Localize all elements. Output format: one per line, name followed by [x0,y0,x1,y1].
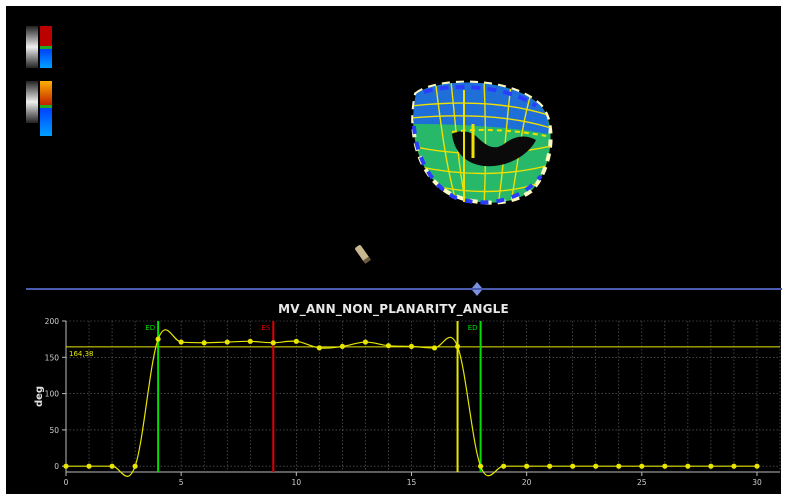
x-tick-label: 30 [752,478,762,487]
data-point [662,463,668,469]
data-point [408,343,415,350]
data-point [63,463,69,469]
reference-line-label: 164,38 [69,350,94,358]
color-scale-legend-top [26,26,52,68]
data-point [477,463,484,469]
resize-handle-icon[interactable] [472,282,482,296]
data-point [362,339,369,345]
data-point [431,345,438,351]
chart-title: MV_ANN_NON_PLANARITY_ANGLE [278,302,509,316]
data-point [501,463,507,469]
valve-mesh-surface[interactable] [411,80,553,206]
data-point [754,463,760,469]
data-point [593,463,599,469]
data-point [731,463,737,469]
phase-marker-label: ED [145,324,155,332]
data-point [616,463,622,469]
data-point [316,345,322,351]
probe-icon [355,245,372,264]
data-point [547,463,553,469]
data-point [247,338,253,344]
panel-divider[interactable] [26,288,782,290]
x-tick-label: 5 [179,478,184,487]
data-point [270,340,276,346]
3d-scene [26,26,553,264]
x-tick-label: 20 [522,478,532,487]
data-point [178,339,184,345]
data-point [155,336,161,342]
x-tick-label: 10 [292,478,302,487]
data-point [570,463,576,469]
y-tick-label: 50 [49,426,59,435]
data-point [86,463,92,469]
data-point [132,463,138,469]
y-tick-label: 150 [45,353,60,362]
data-point [109,463,115,469]
data-point [385,343,392,349]
color-scale-legend-bottom [26,81,52,136]
data-point [224,339,230,345]
y-axis-label: deg [34,386,45,407]
x-tick-label: 15 [407,478,417,487]
data-point [685,463,691,469]
x-tick-label: 0 [64,478,69,487]
y-tick-label: 200 [45,317,60,326]
phase-marker-label: ES [261,324,270,332]
phase-markers: ED ES ED [145,321,482,472]
data-point [454,343,461,350]
data-point [339,343,345,350]
data-point [708,463,714,469]
reference-line-group: 164,38 [66,346,780,358]
phase-marker-label: ED [468,324,478,332]
3d-viewport[interactable] [6,6,781,286]
data-point [524,463,530,469]
data-point [201,340,207,346]
data-point [293,338,299,344]
data-point [639,463,645,469]
chart-axes: 0 50 100 150 200 0 5 10 15 20 25 30 deg [34,317,780,487]
x-tick-label: 25 [637,478,647,487]
y-tick-label: 100 [45,390,60,399]
y-tick-label: 0 [54,462,59,471]
chart-grid [65,320,781,472]
series-group [63,329,760,477]
